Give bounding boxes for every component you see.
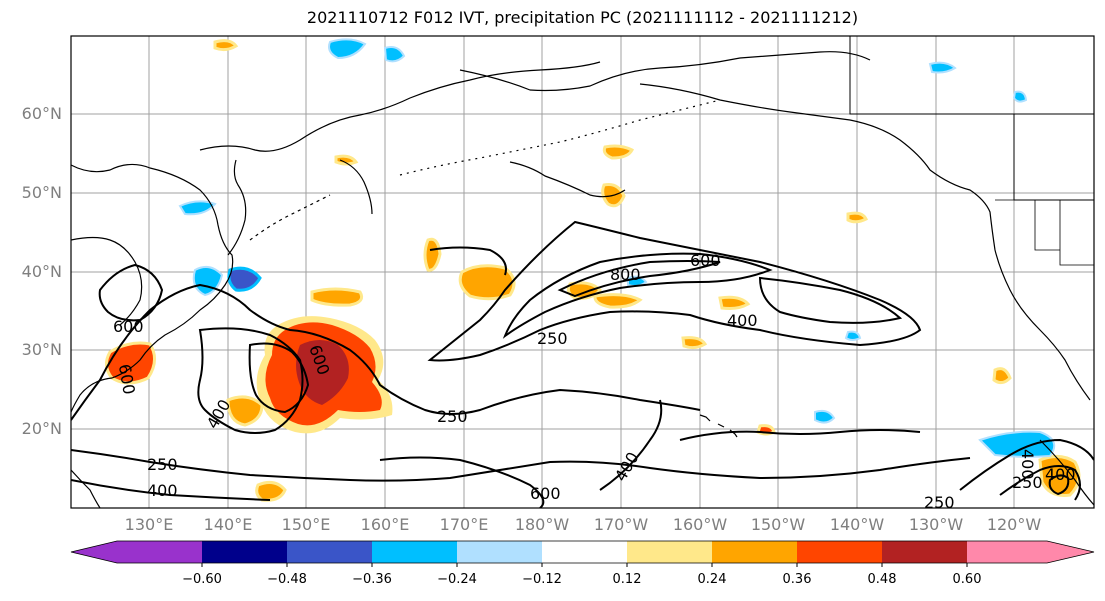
colorbar-tick: −0.12	[522, 572, 562, 587]
colorbar-swatch	[117, 541, 202, 563]
ivt-contours	[71, 220, 1094, 508]
colorbar-swatch	[797, 541, 882, 563]
colorbar-swatch	[542, 541, 627, 563]
colorbar-tick: 0.24	[697, 572, 727, 587]
colorbar-tick: −0.48	[267, 572, 307, 587]
map-title: 2021110712 F012 IVT, precipitation PC (2…	[306, 8, 859, 27]
colorbar-tick: 0.36	[782, 572, 812, 587]
colorbar-swatch	[627, 541, 712, 563]
lat-label: 50°N	[21, 183, 62, 202]
colorbar-swatch	[457, 541, 542, 563]
contour-label: 250	[437, 407, 468, 426]
contour-label: 250	[1012, 473, 1043, 492]
lon-label: 150°W	[750, 515, 806, 534]
lon-label: 170°W	[593, 515, 649, 534]
lon-label: 160°W	[672, 515, 728, 534]
lon-label: 150°E	[281, 515, 331, 534]
colorbar-tick: 0.48	[867, 572, 897, 587]
lon-label: 140°W	[829, 515, 885, 534]
lon-label: 180°W	[514, 515, 570, 534]
lat-label: 30°N	[21, 340, 62, 359]
contour-label: 250	[924, 493, 955, 512]
contour-label: 400	[1045, 465, 1076, 484]
lon-label: 160°E	[360, 515, 410, 534]
lon-label: 130°E	[124, 515, 174, 534]
lat-label: 60°N	[21, 104, 62, 123]
contour-label: 600	[113, 317, 144, 336]
colorbar-tick: −0.36	[352, 572, 392, 587]
lat-label: 40°N	[21, 262, 62, 281]
contour-label: 250	[537, 329, 568, 348]
lon-label: 120°W	[986, 515, 1042, 534]
precip-anomalies	[105, 38, 1081, 502]
colorbar-swatch	[882, 541, 967, 563]
colorbar-tick: −0.24	[437, 572, 477, 587]
lat-label: 20°N	[21, 419, 62, 438]
contour-label: 600	[690, 251, 721, 270]
colorbar-swatch	[967, 541, 1047, 563]
colorbar-tick: −0.60	[182, 572, 222, 587]
colorbar-tick: 0.60	[952, 572, 982, 587]
lon-label: 140°E	[203, 515, 253, 534]
contour-label: 600	[530, 484, 561, 503]
contour-label: 400	[1018, 449, 1037, 480]
colorbar-swatch	[202, 541, 287, 563]
colorbar-swatch	[372, 541, 457, 563]
contour-label: 400	[727, 311, 758, 330]
colorbar-tick: 0.12	[612, 572, 642, 587]
contour-label: 800	[610, 265, 641, 284]
contour-label: 250	[147, 455, 178, 474]
contour-label: 400	[147, 481, 178, 500]
lon-label: 130°W	[908, 515, 964, 534]
lon-label: 170°E	[439, 515, 489, 534]
coastlines	[71, 36, 1094, 508]
colorbar-swatch	[712, 541, 797, 563]
map-frame	[70, 35, 1095, 509]
colorbar-swatch	[287, 541, 372, 563]
colorbar	[70, 540, 1095, 567]
